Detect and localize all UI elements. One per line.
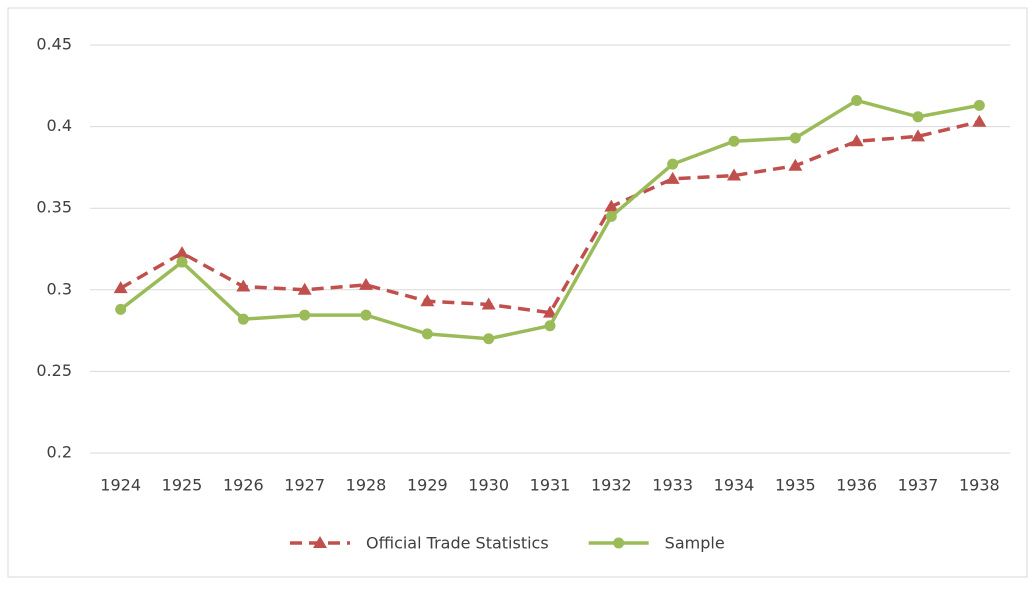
y-tick-label: 0.25 [36, 361, 72, 380]
point [297, 282, 312, 295]
point [665, 171, 680, 184]
y-tick-label: 0.2 [47, 443, 72, 462]
point [727, 168, 741, 181]
y-tick-label: 0.3 [47, 279, 72, 298]
point [175, 246, 189, 259]
point [544, 320, 556, 332]
point [605, 210, 617, 222]
point [359, 277, 373, 290]
point [912, 111, 924, 123]
x-tick-label: 1925 [162, 476, 203, 495]
x-tick-label: 1928 [346, 476, 387, 495]
point [728, 135, 740, 147]
x-tick-label: 1933 [652, 476, 693, 495]
legend-label: Sample [665, 534, 725, 553]
point [176, 256, 188, 268]
point [851, 94, 863, 106]
x-tick-label: 1931 [530, 476, 571, 495]
point [237, 313, 249, 325]
point [113, 281, 128, 294]
legend-marker [313, 536, 327, 548]
point [299, 309, 311, 321]
point [421, 328, 433, 340]
x-tick-label: 1934 [714, 476, 755, 495]
point [911, 129, 925, 142]
series-line [119, 120, 980, 315]
point [973, 99, 985, 111]
point [481, 297, 496, 310]
x-tick-label: 1926 [223, 476, 264, 495]
x-tick-label: 1930 [468, 476, 509, 495]
x-tick-label: 1938 [959, 476, 1000, 495]
point [115, 303, 127, 315]
point [667, 158, 679, 170]
x-tick-label: 1936 [836, 476, 877, 495]
x-tick-label: 1937 [898, 476, 939, 495]
point [360, 309, 372, 321]
point [543, 305, 557, 318]
x-tick-label: 1932 [591, 476, 632, 495]
y-tick-label: 0.45 [36, 35, 72, 54]
point [972, 114, 987, 127]
point [483, 333, 495, 345]
point [604, 199, 619, 212]
point [849, 134, 864, 147]
point [788, 158, 803, 171]
x-tick-label: 1935 [775, 476, 816, 495]
point [789, 132, 801, 144]
y-tick-label: 0.4 [47, 116, 72, 135]
legend-marker [613, 537, 625, 549]
point [420, 294, 435, 307]
point [236, 279, 251, 292]
x-tick-label: 1929 [407, 476, 448, 495]
y-tick-label: 0.35 [36, 198, 72, 217]
legend-label: Official Trade Statistics [366, 534, 549, 553]
x-tick-label: 1924 [100, 476, 141, 495]
x-tick-label: 1927 [284, 476, 325, 495]
